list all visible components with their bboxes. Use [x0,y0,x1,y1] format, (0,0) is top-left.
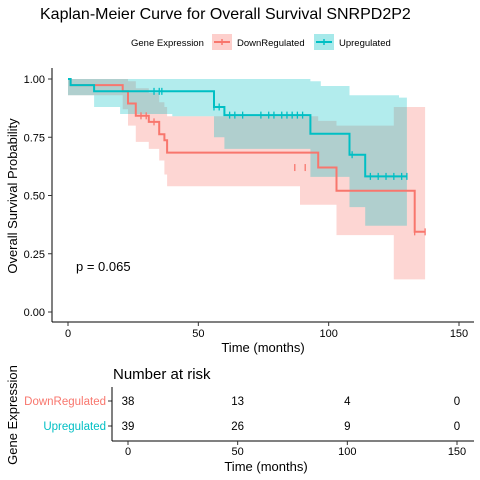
x-tick-label: 0 [65,328,71,340]
risk-y-axis-label: Gene Expression [5,365,20,465]
risk-x-tick-label: 50 [232,446,244,458]
x-tick-label: 150 [450,328,468,340]
risk-row-label-upregulated: Upregulated [43,421,106,433]
legend-title: Gene Expression [131,38,204,49]
legend-item-upregulated: Upregulated [314,34,391,50]
y-tick-label: 0.75 [24,132,45,144]
risk-x-tick-label: 150 [448,446,466,458]
legend-label-downregulated: DownRegulated [237,38,305,49]
y-tick-label: 0.50 [24,191,45,203]
x-tick-label: 100 [319,328,337,340]
plot-area: 0.00 0.25 0.50 0.75 1.00 0 50 100 150 [24,68,474,340]
risk-table-title: Number at risk [113,366,211,383]
y-tick-label: 1.00 [24,74,45,86]
p-value-annotation: p = 0.065 [76,259,131,274]
x-tick-label: 50 [192,328,204,340]
risk-count-upregulated: 9 [344,421,350,433]
y-tick-label: 0.25 [24,249,45,261]
risk-x-tick-label: 100 [338,446,356,458]
risk-count-upregulated: 39 [122,421,135,433]
y-tick-label: 0.00 [24,307,45,319]
risk-count-downregulated: 13 [231,396,244,408]
risk-x-tick-label: 0 [125,446,131,458]
legend-item-downregulated: DownRegulated [212,34,305,50]
chart-title: Kaplan-Meier Curve for Overall Survival … [40,6,411,23]
risk-count-downregulated: 0 [454,396,460,408]
risk-x-axis-label: Time (months) [224,459,307,474]
legend-label-upregulated: Upregulated [339,38,391,49]
risk-count-downregulated: 4 [344,396,351,408]
risk-count-upregulated: 26 [231,421,244,433]
risk-count-downregulated: 38 [122,396,135,408]
y-axis-label: Overall Survival Probability [5,118,20,274]
risk-count-upregulated: 0 [454,421,460,433]
risk-row-label-downregulated: DownRegulated [24,396,106,408]
x-axis-label: Time (months) [221,340,304,355]
risk-table: 38 13 4 0 39 26 9 0 0 50 100 150 [108,387,474,458]
